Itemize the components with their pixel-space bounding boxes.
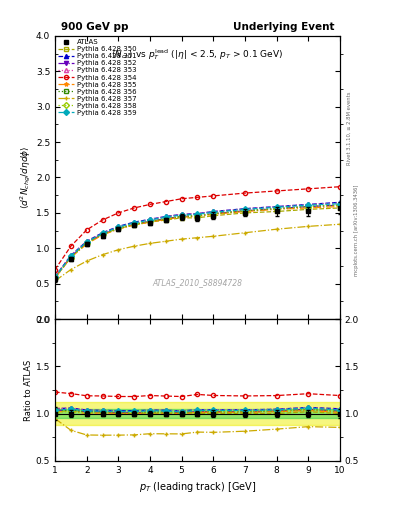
Text: Rivet 3.1.10, ≥ 2.8M events: Rivet 3.1.10, ≥ 2.8M events [347, 91, 352, 165]
Text: 900 GeV pp: 900 GeV pp [61, 22, 128, 32]
Text: $\langle N_{ch}\rangle$ vs $p_T^{\rm lead}$ ($|\eta|$ < 2.5, $p_T$ > 0.1 GeV): $\langle N_{ch}\rangle$ vs $p_T^{\rm lea… [111, 47, 284, 62]
Legend: ATLAS, Pythia 6.428 350, Pythia 6.428 351, Pythia 6.428 352, Pythia 6.428 353, P: ATLAS, Pythia 6.428 350, Pythia 6.428 35… [57, 38, 138, 117]
Y-axis label: Ratio to ATLAS: Ratio to ATLAS [24, 359, 33, 420]
X-axis label: $p_T$ (leading track) [GeV]: $p_T$ (leading track) [GeV] [139, 480, 256, 494]
Text: Underlying Event: Underlying Event [233, 22, 334, 32]
Y-axis label: $\langle d^{2}N_{chg}/d\eta d\phi\rangle$: $\langle d^{2}N_{chg}/d\eta d\phi\rangle… [18, 146, 33, 209]
Text: mcplots.cern.ch [arXiv:1306.3436]: mcplots.cern.ch [arXiv:1306.3436] [354, 185, 360, 276]
Text: ATLAS_2010_S8894728: ATLAS_2010_S8894728 [152, 278, 242, 287]
